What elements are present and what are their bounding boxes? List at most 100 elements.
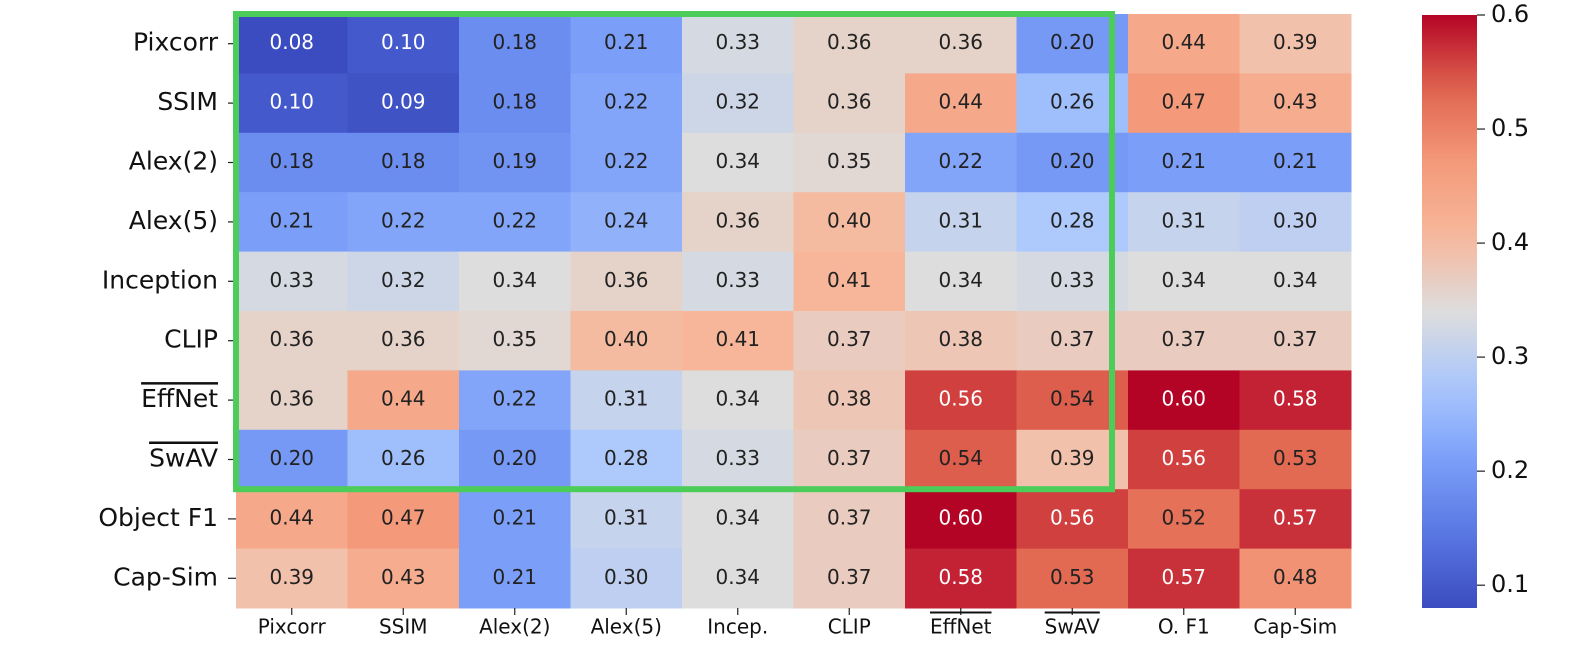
heat-cell (682, 251, 794, 312)
cell-label: 0.20 (1050, 149, 1095, 173)
heat-cell (236, 132, 348, 193)
heat-cell (1128, 192, 1240, 253)
heat-cell (236, 548, 348, 609)
heat-cell (459, 251, 571, 312)
cell-label: 0.18 (492, 30, 537, 54)
cell-label: 0.44 (1161, 30, 1206, 54)
heat-cell (236, 251, 348, 312)
cell-label: 0.41 (827, 268, 872, 292)
cell-label: 0.32 (381, 268, 426, 292)
heat-cell (682, 370, 794, 431)
col-label: SwAV (1045, 615, 1100, 639)
heat-cell (1128, 548, 1240, 609)
cell-label: 0.26 (381, 446, 426, 470)
cell-label: 0.39 (1050, 446, 1095, 470)
heat-cell (905, 429, 1017, 490)
highlight-box (233, 11, 1115, 493)
cell-label: 0.34 (492, 268, 537, 292)
cell-label: 0.34 (715, 387, 760, 411)
cell-label: 0.20 (492, 446, 537, 470)
cell-label: 0.33 (715, 30, 760, 54)
heat-cell (236, 429, 348, 490)
heat-cell (347, 548, 460, 609)
cell-label: 0.58 (938, 565, 983, 589)
colorbar-tick-label: 0.3 (1491, 342, 1529, 370)
heat-cell (793, 73, 906, 134)
heat-cell (459, 311, 571, 371)
heat-cell (1239, 132, 1352, 193)
col-label: O. F1 (1158, 615, 1210, 639)
cell-label: 0.36 (269, 387, 314, 411)
col-label: Alex(5) (591, 615, 662, 639)
heat-cell (1128, 14, 1240, 74)
cell-label: 0.22 (604, 90, 649, 114)
cell-label: 0.36 (715, 208, 760, 232)
col-label: EffNet (930, 615, 992, 639)
cell-label: 0.37 (1050, 327, 1095, 351)
heat-cell (1128, 370, 1240, 431)
heat-cell (793, 489, 906, 550)
cell-label: 0.39 (1273, 30, 1318, 54)
cell-label: 0.30 (1273, 208, 1318, 232)
heat-cell (682, 132, 794, 193)
cell-label: 0.33 (715, 446, 760, 470)
col-label: Incep. (707, 615, 768, 639)
cell-label: 0.36 (381, 327, 426, 351)
heat-cell (1239, 251, 1352, 312)
heat-cell (682, 14, 794, 74)
colorbar-tick-label: 0.1 (1491, 570, 1529, 598)
cell-label: 0.22 (938, 149, 983, 173)
heat-cell (347, 429, 460, 490)
heat-cell (459, 14, 571, 74)
cell-label: 0.56 (938, 387, 983, 411)
heat-cell (793, 370, 906, 431)
heat-cell (570, 251, 683, 312)
cell-label: 0.36 (604, 268, 649, 292)
cell-label: 0.21 (492, 565, 537, 589)
cell-label: 0.37 (1161, 327, 1206, 351)
heat-cell (1128, 429, 1240, 490)
cell-label: 0.36 (827, 90, 872, 114)
cell-label: 0.10 (381, 30, 426, 54)
cell-label: 0.54 (1050, 387, 1095, 411)
cell-label: 0.38 (938, 327, 983, 351)
heat-cell (793, 251, 906, 312)
row-label: EffNet (141, 384, 218, 413)
cell-label: 0.37 (827, 505, 872, 529)
heat-cell (347, 132, 460, 193)
cell-label: 0.31 (604, 387, 649, 411)
heat-cell (1016, 489, 1129, 550)
cell-label: 0.21 (492, 505, 537, 529)
cell-label: 0.47 (381, 505, 426, 529)
cell-label: 0.26 (1050, 90, 1095, 114)
cell-label: 0.43 (1273, 90, 1318, 114)
heat-cell (1239, 14, 1352, 74)
cell-label: 0.48 (1273, 565, 1318, 589)
heat-cell (347, 192, 460, 253)
heat-cell (570, 132, 683, 193)
cell-label: 0.37 (1273, 327, 1318, 351)
cell-label: 0.43 (381, 565, 426, 589)
cell-label: 0.56 (1050, 505, 1095, 529)
cell-label: 0.09 (381, 90, 426, 114)
cell-label: 0.57 (1273, 505, 1318, 529)
heat-cell (236, 192, 348, 253)
colorbar-tick-label: 0.4 (1491, 228, 1529, 256)
cell-label: 0.21 (604, 30, 649, 54)
cell-label: 0.40 (604, 327, 649, 351)
heat-cell (570, 14, 683, 74)
heat-cell (459, 132, 571, 193)
row-label: Object F1 (98, 503, 218, 532)
heat-cell (793, 192, 906, 253)
heat-cell (905, 14, 1017, 74)
cell-label: 0.44 (269, 505, 314, 529)
cell-label: 0.18 (492, 90, 537, 114)
heat-cell (905, 370, 1017, 431)
cell-label: 0.44 (938, 90, 983, 114)
cell-label: 0.58 (1273, 387, 1318, 411)
heat-cell (459, 370, 571, 431)
heat-cell (1239, 370, 1352, 431)
cell-label: 0.28 (1050, 208, 1095, 232)
cell-label: 0.32 (715, 90, 760, 114)
row-label: Cap-Sim (113, 562, 218, 591)
